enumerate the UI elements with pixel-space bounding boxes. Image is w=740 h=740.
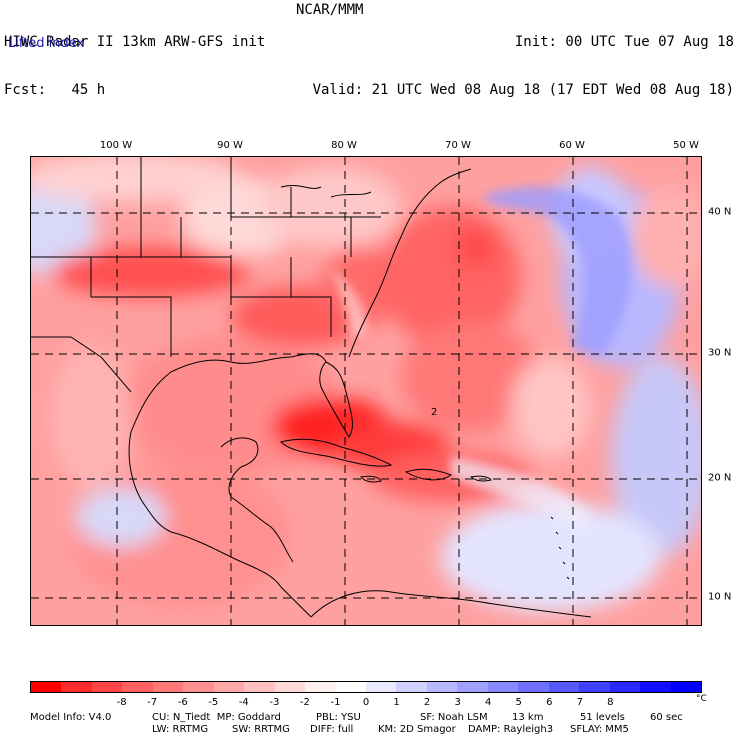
latlon-grid — [31, 157, 701, 625]
colorbar-tick-label: 6 — [546, 697, 553, 708]
colorbar-tick-label: -8 — [116, 697, 127, 708]
colorbar-cell — [183, 682, 214, 692]
model-info-cu-mp: CU: N_Tiedt MP: Goddard — [152, 712, 281, 723]
lat-label-40n: 40 N — [708, 206, 732, 218]
model-info-lw: LW: RRTMG — [152, 724, 209, 735]
colorbar-cell — [365, 682, 397, 692]
header-left: HIWC Radar II 13km ARW-GFS init Fcst: 45… — [4, 2, 265, 114]
colorbar-tick-label: -3 — [269, 697, 280, 708]
model-info-sw: SW: RRTMG — [232, 724, 290, 735]
colorbar-cell — [274, 682, 306, 692]
lon-label-70w: 70 W — [445, 140, 471, 151]
colorbar-cell — [152, 682, 184, 692]
colorbar-cell — [487, 682, 519, 692]
model-info-damp: DAMP: Rayleigh3 — [468, 724, 554, 735]
colorbar-cell — [31, 682, 62, 692]
colorbar-tick-label: 4 — [484, 697, 492, 708]
field-name: Lifted index — [8, 36, 85, 51]
colorbar-cell — [61, 682, 92, 692]
colorbar-tick-label: 0 — [362, 697, 370, 708]
colorbar-tick-label: 7 — [576, 697, 583, 708]
header-right: Init: 00 UTC Tue 07 Aug 18 Valid: 21 UTC… — [313, 2, 734, 114]
lon-label-90w: 90 W — [217, 140, 243, 151]
lon-label-60w: 60 W — [559, 140, 585, 151]
colorbar — [30, 681, 702, 693]
model-info-levels: 51 levels — [580, 712, 625, 723]
lon-label-50w: 50 W — [673, 140, 699, 151]
model-info-diff: DIFF: full — [310, 724, 354, 735]
colorbar-tick-label: 8 — [607, 697, 614, 708]
model-info-res: 13 km — [512, 712, 544, 723]
colorbar-tick-label: 5 — [515, 697, 522, 708]
colorbar-tick-label: -6 — [177, 697, 188, 708]
map-canvas: 2 — [31, 157, 701, 625]
colorbar-cell — [91, 682, 123, 692]
colorbar-tick-label: -1 — [330, 697, 341, 708]
colorbar-cell — [548, 682, 580, 692]
field-detail — [331, 186, 632, 527]
colorbar-cell — [426, 682, 458, 692]
lon-label-80w: 80 W — [331, 140, 357, 151]
lat-label-20n: 20 N — [708, 472, 732, 484]
center-label: NCAR/MMM — [296, 2, 364, 18]
model-info-sf: SF: Noah LSM — [420, 712, 488, 723]
colorbar-tick-label: 1 — [393, 697, 400, 708]
fcst-label: Fcst: — [4, 82, 47, 98]
colorbar-cell — [244, 682, 275, 692]
lifted-index-map: 2 — [30, 156, 702, 626]
colorbar-tick-label: -4 — [238, 697, 249, 708]
model-title: HIWC Radar II 13km ARW-GFS init — [4, 34, 266, 50]
colorbar-tick-label: 3 — [454, 697, 461, 708]
model-info-pbl: PBL: YSU — [316, 712, 361, 723]
lat-label-10n: 10 N — [708, 591, 732, 603]
lat-label-30n: 30 N — [708, 347, 732, 359]
coastlines — [31, 157, 592, 618]
model-info-timestep: 60 sec — [650, 712, 683, 723]
colorbar-cell — [609, 682, 641, 692]
model-info-km: KM: 2D Smagor — [378, 724, 456, 735]
valid-time: Valid: 21 UTC Wed 08 Aug 18 (17 EDT Wed … — [312, 82, 734, 98]
colorbar-tick-label: -5 — [208, 697, 219, 708]
colorbar-cell — [457, 682, 488, 692]
colorbar-tick-label: 2 — [423, 697, 431, 708]
colorbar-tick-label: -7 — [147, 697, 158, 708]
colorbar-cell — [670, 682, 701, 692]
contour-label: 2 — [431, 407, 437, 418]
colorbar-cell — [396, 682, 427, 692]
colorbar-cell — [213, 682, 245, 692]
colorbar-tick-label: -2 — [299, 697, 310, 708]
model-info-version: Model Info: V4.0 — [30, 712, 112, 723]
colorbar-cell — [335, 682, 366, 692]
colorbar-cell — [305, 682, 336, 692]
model-info-sflay: SFLAY: MM5 — [570, 724, 629, 735]
colorbar-cell — [640, 682, 671, 692]
lon-label-100w: 100 W — [99, 140, 133, 151]
fcst-value: 45 h — [71, 82, 106, 98]
colorbar-cell — [122, 682, 153, 692]
forecast-hour: Fcst: 45 h — [4, 82, 265, 98]
colorbar-cell — [518, 682, 549, 692]
init-time: Init: 00 UTC Tue 07 Aug 18 — [514, 34, 734, 50]
colorbar-cell — [579, 682, 610, 692]
colorbar-unit: °C — [696, 694, 707, 704]
